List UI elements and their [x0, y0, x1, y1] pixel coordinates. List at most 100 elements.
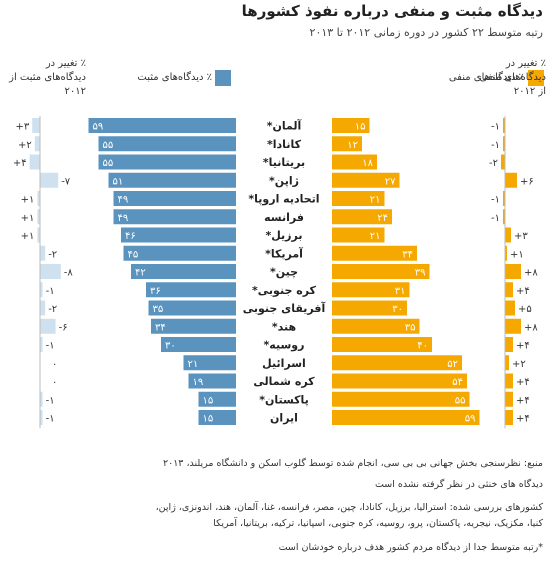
- neutral-note: دیدگاه های خنثی در نظر گرفته نشده است: [374, 479, 543, 490]
- negative-change-bar: [505, 337, 513, 352]
- positive-bar: [88, 118, 236, 133]
- negative-bar: [332, 300, 407, 316]
- country-label: هند*: [272, 320, 296, 333]
- positive-value-label: ۴۲: [135, 268, 146, 279]
- negative-value-label: ۳۴: [402, 249, 413, 260]
- positive-change-label: -۲: [48, 249, 57, 260]
- negative-change-bar: [505, 300, 515, 316]
- positive-change-bar: [34, 136, 40, 152]
- positive-change-label: +۱: [21, 231, 35, 242]
- positive-change-label: -۷: [61, 176, 71, 187]
- country-label: ایران: [270, 412, 298, 425]
- negative-bar: [332, 391, 470, 407]
- negative-change-bar: [505, 318, 521, 334]
- negative-value-label: ۳۰: [392, 304, 403, 315]
- positive-value-label: ۱۹: [193, 377, 204, 388]
- negative-bar: [332, 172, 400, 188]
- negative-change-label: -۱: [491, 122, 500, 133]
- positive-value-label: ۳۶: [150, 286, 161, 297]
- negative-change-bar: [505, 282, 513, 298]
- country-label: اتحادیه اروپا*: [248, 193, 319, 206]
- country-label: روسیه*: [264, 339, 305, 352]
- positive-bar: [98, 154, 236, 170]
- positive-bar: [161, 337, 236, 352]
- negative-value-label: ۲۱: [370, 231, 381, 242]
- positive-change-label: -۸: [64, 268, 74, 279]
- negative-bar: [332, 227, 385, 243]
- negative-change-label: +۱: [510, 249, 524, 260]
- positive-value-label: ۵۱: [113, 176, 124, 187]
- positive-value-label: ۳۵: [153, 304, 164, 315]
- positive-bar: [183, 355, 236, 371]
- negative-value-label: ۳۵: [405, 322, 416, 333]
- negative-change-bar: [501, 154, 505, 170]
- negative-change-label: +۵: [518, 304, 532, 315]
- positive-bar: [98, 136, 236, 152]
- positive-bar: [151, 318, 236, 334]
- country-label: آفریقای جنوبی: [243, 301, 326, 315]
- country-label: پاکستان*: [259, 393, 309, 406]
- negative-value-label: ۲۷: [385, 176, 396, 187]
- negative-value-label: ۱۲: [347, 140, 358, 151]
- positive-change-label: +۱: [21, 195, 35, 206]
- positive-bar: [108, 172, 236, 188]
- positive-change-label: -۱: [46, 414, 55, 425]
- header-positive-change: ٪ تغییر در دیدگاه‌های مثبت از ۲۰۱۲: [9, 58, 86, 97]
- country-label: کره شمالی: [253, 375, 315, 388]
- positive-value-label: ۱۵: [203, 414, 214, 425]
- country-label: چین*: [270, 266, 298, 279]
- negative-change-label: +۴: [516, 414, 530, 425]
- negative-value-label: ۲۱: [370, 195, 381, 206]
- positive-bar: [188, 373, 236, 389]
- negative-value-label: ۴۰: [417, 341, 428, 352]
- country-label: برزیل*: [265, 229, 302, 242]
- negative-bar: [332, 373, 467, 389]
- header-negative: ٪ دیدگاه‌های منفی: [448, 72, 524, 83]
- positive-change-bar: [40, 337, 43, 352]
- positive-value-label: ۱۵: [203, 395, 214, 406]
- negative-bar: [332, 264, 430, 279]
- legend-negative-swatch: [528, 70, 544, 86]
- positive-value-label: ۵۵: [103, 140, 114, 151]
- negative-change-bar: [505, 355, 509, 371]
- negative-value-label: ۳۹: [415, 268, 426, 279]
- negative-value-label: ۲۴: [377, 213, 388, 224]
- chart-subtitle: رتبه متوسط ۲۲ کشور در دوره زمانی ۲۰۱۲ تا…: [309, 26, 543, 39]
- positive-change-bar: [37, 209, 40, 225]
- negative-change-label: +۴: [516, 395, 530, 406]
- positive-change-bar: [40, 300, 46, 316]
- header-positive: ٪ دیدگاه‌های مثبت: [137, 72, 212, 83]
- positive-value-label: ۴۵: [128, 249, 139, 260]
- negative-value-label: ۵۴: [452, 377, 463, 388]
- positive-change-label: -۲: [48, 304, 57, 315]
- negative-change-bar: [503, 118, 505, 133]
- negative-change-label: +۶: [520, 176, 534, 187]
- country-label: ژاپن*: [269, 174, 299, 187]
- negative-change-bar: [503, 191, 505, 206]
- source-note: منبع: نظرسنجی بخش جهانی بی بی سی، انجام …: [163, 458, 543, 469]
- country-label: فرانسه: [264, 211, 304, 224]
- positive-change-bar: [40, 245, 46, 261]
- country-label: بریتانیا*: [263, 156, 305, 169]
- negative-change-label: +۸: [524, 322, 538, 333]
- negative-change-bar: [505, 227, 511, 243]
- negative-value-label: ۱۸: [362, 158, 373, 169]
- negative-change-bar: [505, 373, 513, 389]
- positive-value-label: ۵۵: [103, 158, 114, 169]
- negative-value-label: ۳۱: [395, 286, 406, 297]
- negative-bar: [332, 118, 370, 133]
- footnote: *رتبه متوسط جدا از دیدگاه مردم کشور هدف …: [278, 542, 543, 553]
- positive-change-bar: [40, 410, 43, 425]
- positive-change-label: -۱: [46, 286, 55, 297]
- positive-change-bar: [32, 118, 40, 133]
- negative-change-label: +۴: [516, 341, 530, 352]
- positive-value-label: ۳۴: [155, 322, 166, 333]
- negative-bar: [332, 191, 385, 206]
- positive-value-label: ۴۶: [125, 231, 136, 242]
- positive-change-bar: [37, 191, 40, 206]
- negative-change-label: +۴: [516, 377, 530, 388]
- positive-change-bar: [40, 391, 43, 407]
- negative-value-label: ۵۹: [465, 414, 476, 425]
- positive-change-label: +۴: [13, 158, 27, 169]
- positive-change-label: -۱: [46, 341, 55, 352]
